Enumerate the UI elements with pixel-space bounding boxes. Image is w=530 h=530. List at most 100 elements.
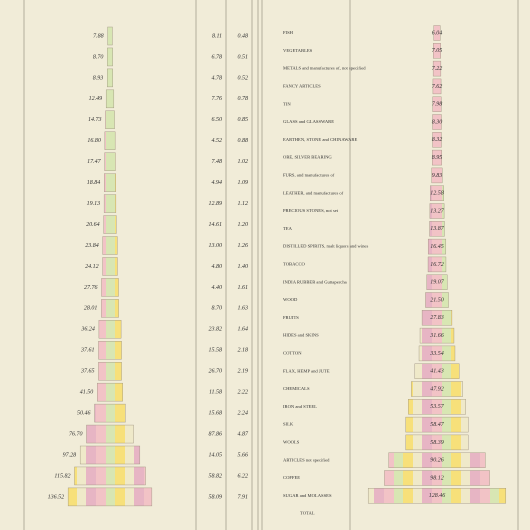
category-label: TEA: [283, 226, 293, 231]
bar: [104, 152, 116, 171]
category-label: GLASS and GLASSWARE: [283, 119, 334, 124]
category-label: FRUITS: [283, 315, 299, 320]
value-label: 50.46: [77, 409, 91, 416]
value-label: 8.93: [93, 75, 104, 81]
value-label: 23.84: [85, 242, 99, 249]
bar: [427, 256, 447, 273]
column-b: 1.64: [238, 326, 249, 333]
bar: [432, 114, 442, 130]
column-b: 2.18: [238, 348, 249, 354]
bar: [433, 25, 441, 41]
value-label: 19.13: [87, 201, 101, 207]
column-b: 1.12: [238, 201, 249, 207]
column-b: 0.88: [238, 138, 249, 144]
bar: [67, 487, 153, 507]
bar: [107, 26, 113, 46]
value-label: 14.73: [88, 116, 102, 123]
bar: [101, 278, 119, 297]
value-label: 37.61: [80, 348, 95, 354]
value-label: 9.83: [432, 173, 443, 179]
column-a: 14.61: [209, 221, 223, 228]
category-label: METALS and manufactures of, not specifie…: [283, 66, 366, 72]
column-a: 8.11: [212, 33, 222, 39]
bar: [432, 60, 442, 77]
value-label: 21.50: [430, 297, 444, 303]
column-a: 58.82: [209, 473, 223, 479]
bar: [414, 363, 460, 379]
column-b: 4.87: [238, 430, 250, 437]
column-a: 8.70: [212, 306, 223, 312]
value-label: 7.22: [432, 66, 443, 72]
category-label: HIDES and SKINS: [283, 333, 319, 338]
bar: [432, 132, 442, 148]
column-b: 6.22: [238, 473, 249, 479]
category-label: ORE, SILVER BEARING: [283, 155, 332, 161]
category-label: COFFEE: [283, 475, 300, 480]
total-label: TOTAL: [300, 511, 315, 516]
column-b: 7.91: [238, 494, 249, 500]
value-label: 37.65: [80, 369, 95, 375]
column-b: 2.22: [238, 390, 249, 396]
bar: [105, 89, 115, 109]
bar: [97, 382, 123, 402]
bar: [104, 173, 116, 192]
value-label: 6.04: [432, 29, 443, 36]
column-a: 4.40: [212, 284, 223, 291]
column-b: 1.02: [238, 159, 249, 165]
column-b: 1.63: [238, 306, 249, 312]
bar: [433, 43, 441, 59]
bar: [107, 47, 113, 67]
column-b: 1.40: [238, 263, 249, 270]
category-label: EARTHEN, STONE and CHINAWARE: [283, 137, 357, 143]
bar: [432, 149, 442, 166]
value-label: 76.70: [69, 431, 83, 437]
value-label: 115.82: [54, 473, 70, 479]
bar: [98, 362, 122, 381]
category-label: VEGETABLES: [283, 48, 313, 53]
category-label: TOBACCO: [283, 261, 306, 266]
value-label: 13.27: [430, 208, 445, 214]
column-a: 4.94: [212, 179, 223, 186]
value-label: 27.76: [84, 285, 98, 291]
value-label: 16.72: [430, 262, 444, 268]
bar: [384, 470, 490, 486]
column-a: 14.05: [209, 451, 223, 458]
value-label: 41.43: [430, 368, 444, 375]
value-label: 27.83: [430, 315, 444, 321]
bar: [426, 274, 448, 290]
column-b: 0.51: [238, 54, 249, 60]
value-label: 7.62: [432, 84, 443, 90]
category-label: DISTILLED SPIRITS, malt liquors and wine…: [283, 244, 368, 250]
bar: [74, 466, 146, 486]
bar: [98, 320, 122, 339]
category-label: ARTICLES not specified: [283, 457, 330, 462]
category-label: SILK: [283, 422, 294, 427]
bar: [427, 238, 447, 255]
column-a: 23.82: [209, 327, 223, 333]
column-b: 0.48: [238, 32, 249, 39]
bar: [105, 110, 115, 130]
bar: [367, 488, 507, 504]
value-label: 58.39: [430, 440, 444, 446]
value-label: 8.70: [93, 54, 104, 60]
value-label: 12.49: [89, 95, 103, 102]
column-a: 58.09: [209, 494, 223, 500]
bar: [101, 299, 119, 318]
category-label: FANCY ARTICLES: [283, 83, 321, 88]
bar: [98, 341, 122, 360]
category-label: SUGAR and MOLASSES: [283, 493, 332, 498]
value-label: 136.52: [48, 494, 65, 500]
category-label: COTTON: [283, 350, 302, 355]
bar: [103, 194, 117, 213]
column-a: 6.50: [212, 117, 223, 123]
bar: [103, 215, 117, 234]
bar: [419, 327, 455, 344]
value-label: 7.88: [93, 33, 104, 39]
category-label: FURS, and manufactures of: [283, 172, 335, 178]
value-label: 36.24: [80, 326, 95, 333]
value-label: 16.45: [430, 243, 444, 250]
column-a: 7.76: [212, 96, 223, 102]
column-b: 2.24: [238, 409, 249, 416]
column-a: 15.58: [209, 348, 223, 354]
